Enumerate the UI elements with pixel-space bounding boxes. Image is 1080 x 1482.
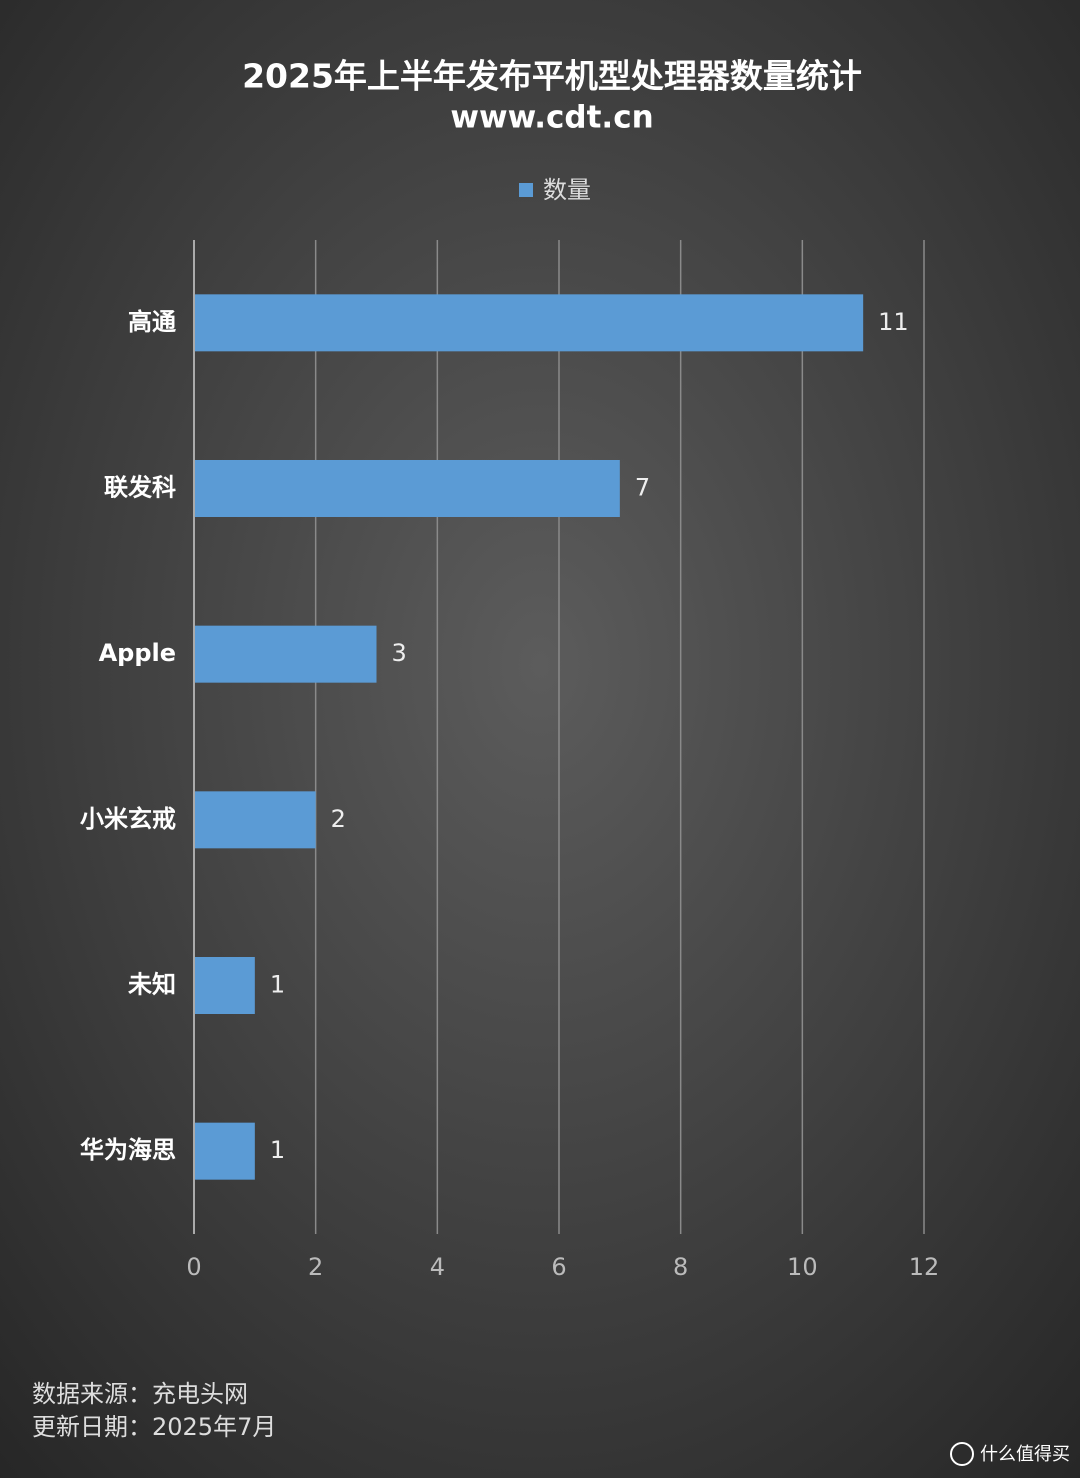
x-tick-label: 12	[909, 1253, 940, 1281]
footnote: 数据来源：充电头网	[32, 1380, 248, 1408]
watermark-icon	[950, 1442, 974, 1466]
y-tick-label: 未知	[128, 971, 176, 999]
x-tick-label: 4	[430, 1253, 445, 1281]
x-tick-label: 10	[787, 1253, 818, 1281]
x-tick-label: 6	[551, 1253, 566, 1281]
x-tick-label: 2	[308, 1253, 323, 1281]
chart-subtitle: www.cdt.cn	[450, 100, 653, 136]
y-tick-label: Apple	[99, 639, 176, 667]
legend-swatch	[519, 183, 533, 197]
y-tick-label: 联发科	[104, 474, 176, 502]
bar	[194, 791, 316, 849]
x-tick-label: 0	[186, 1253, 201, 1281]
bar	[194, 957, 255, 1014]
y-tick-label: 高通	[128, 308, 176, 336]
value-label: 2	[331, 805, 346, 833]
value-label: 3	[392, 639, 407, 667]
value-label: 1	[270, 1136, 285, 1164]
y-tick-label: 小米玄戒	[80, 805, 176, 833]
bar	[194, 625, 377, 683]
value-label: 1	[270, 971, 285, 999]
bar	[194, 294, 864, 352]
y-tick-label: 华为海思	[80, 1136, 176, 1164]
chart-title: 2025年上半年发布平机型处理器数量统计	[242, 57, 862, 96]
bar	[194, 1122, 255, 1180]
bar	[194, 460, 620, 517]
value-label: 7	[635, 474, 650, 502]
value-label: 11	[878, 308, 909, 336]
footnote: 更新日期：2025年7月	[32, 1413, 276, 1441]
x-tick-label: 8	[673, 1253, 688, 1281]
legend-label: 数量	[543, 176, 591, 204]
watermark: 什么值得买	[980, 1444, 1070, 1465]
